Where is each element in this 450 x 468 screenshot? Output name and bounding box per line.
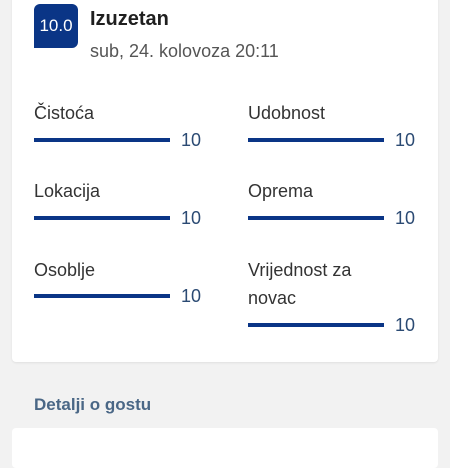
review-date: sub, 24. kolovoza 20:11	[90, 41, 279, 61]
category-label-staff: Osoblje	[34, 260, 96, 280]
category-bar-comfort	[248, 138, 384, 142]
category-value-location: 10	[181, 208, 202, 228]
guest-details-card	[12, 428, 438, 468]
review-verdict: Izuzetan	[90, 8, 169, 30]
category-bar-fill	[34, 216, 170, 220]
category-bar-cleanliness	[34, 138, 170, 142]
category-bar-fill	[248, 138, 384, 142]
category-label-cleanliness: Čistoća	[34, 103, 95, 123]
category-label-location: Lokacija	[34, 181, 101, 201]
category-value-staff: 10	[181, 286, 202, 306]
category-label-facilities: Oprema	[248, 181, 314, 201]
category-value-comfort: 10	[395, 130, 416, 150]
category-bar-fill	[34, 294, 170, 298]
category-bar-fill	[248, 216, 384, 220]
category-bar-fill	[248, 323, 384, 327]
category-bar-value-for-money	[248, 323, 384, 327]
category-bar-location	[34, 216, 170, 220]
category-bar-fill	[34, 138, 170, 142]
category-value-facilities: 10	[395, 208, 416, 228]
category-bar-facilities	[248, 216, 384, 220]
guest-details-heading: Detalji o gostu	[34, 395, 152, 414]
score-badge: 10.0	[34, 4, 78, 48]
category-value-value-for-money: 10	[395, 315, 416, 335]
category-label-value-for-money: Vrijednost za novac	[248, 260, 352, 308]
category-label-comfort: Udobnost	[248, 103, 326, 123]
category-bar-staff	[34, 294, 170, 298]
category-value-cleanliness: 10	[181, 130, 202, 150]
review-card	[12, 0, 438, 362]
